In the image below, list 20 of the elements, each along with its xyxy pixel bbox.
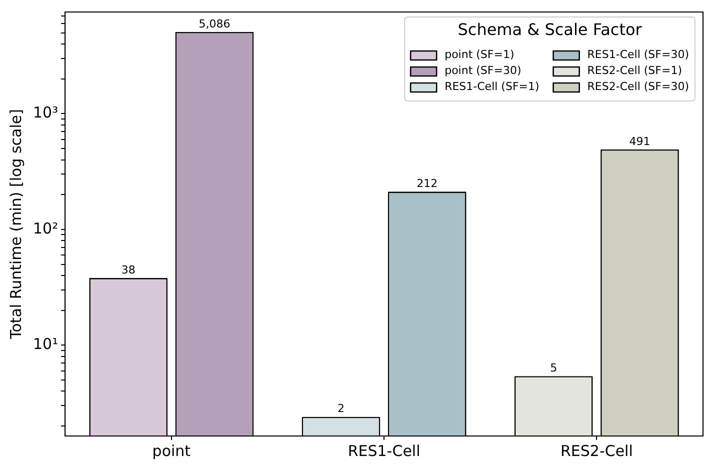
legend-label: RES2-Cell (SF=30) [587,80,690,93]
data-label: 5,086 [198,17,230,30]
x-tick-label: point [152,442,191,460]
y-axis-title: Total Runtime (min) [log scale] [6,109,25,340]
y-tick-label: 10² [32,219,58,238]
legend-label: point (SF=30) [444,64,522,77]
x-tick-label: RES2-Cell [560,442,633,460]
legend-label: RES2-Cell (SF=1) [587,64,682,77]
x-tick-label: RES1-Cell [348,442,420,460]
legend-label: point (SF=1) [444,48,514,61]
data-label: 38 [121,263,136,276]
y-tick-label: 10¹ [32,335,58,354]
y-tick-label: 10³ [32,104,58,122]
legend-label: RES1-Cell (SF=30) [587,48,690,61]
legend-label: RES1-Cell (SF=1) [444,80,540,93]
legend-title: Schema & Scale Factor [458,20,642,40]
data-label: 212 [416,177,438,190]
data-label: 5 [550,361,558,374]
data-label: 2 [337,402,344,416]
data-label: 491 [629,134,650,148]
